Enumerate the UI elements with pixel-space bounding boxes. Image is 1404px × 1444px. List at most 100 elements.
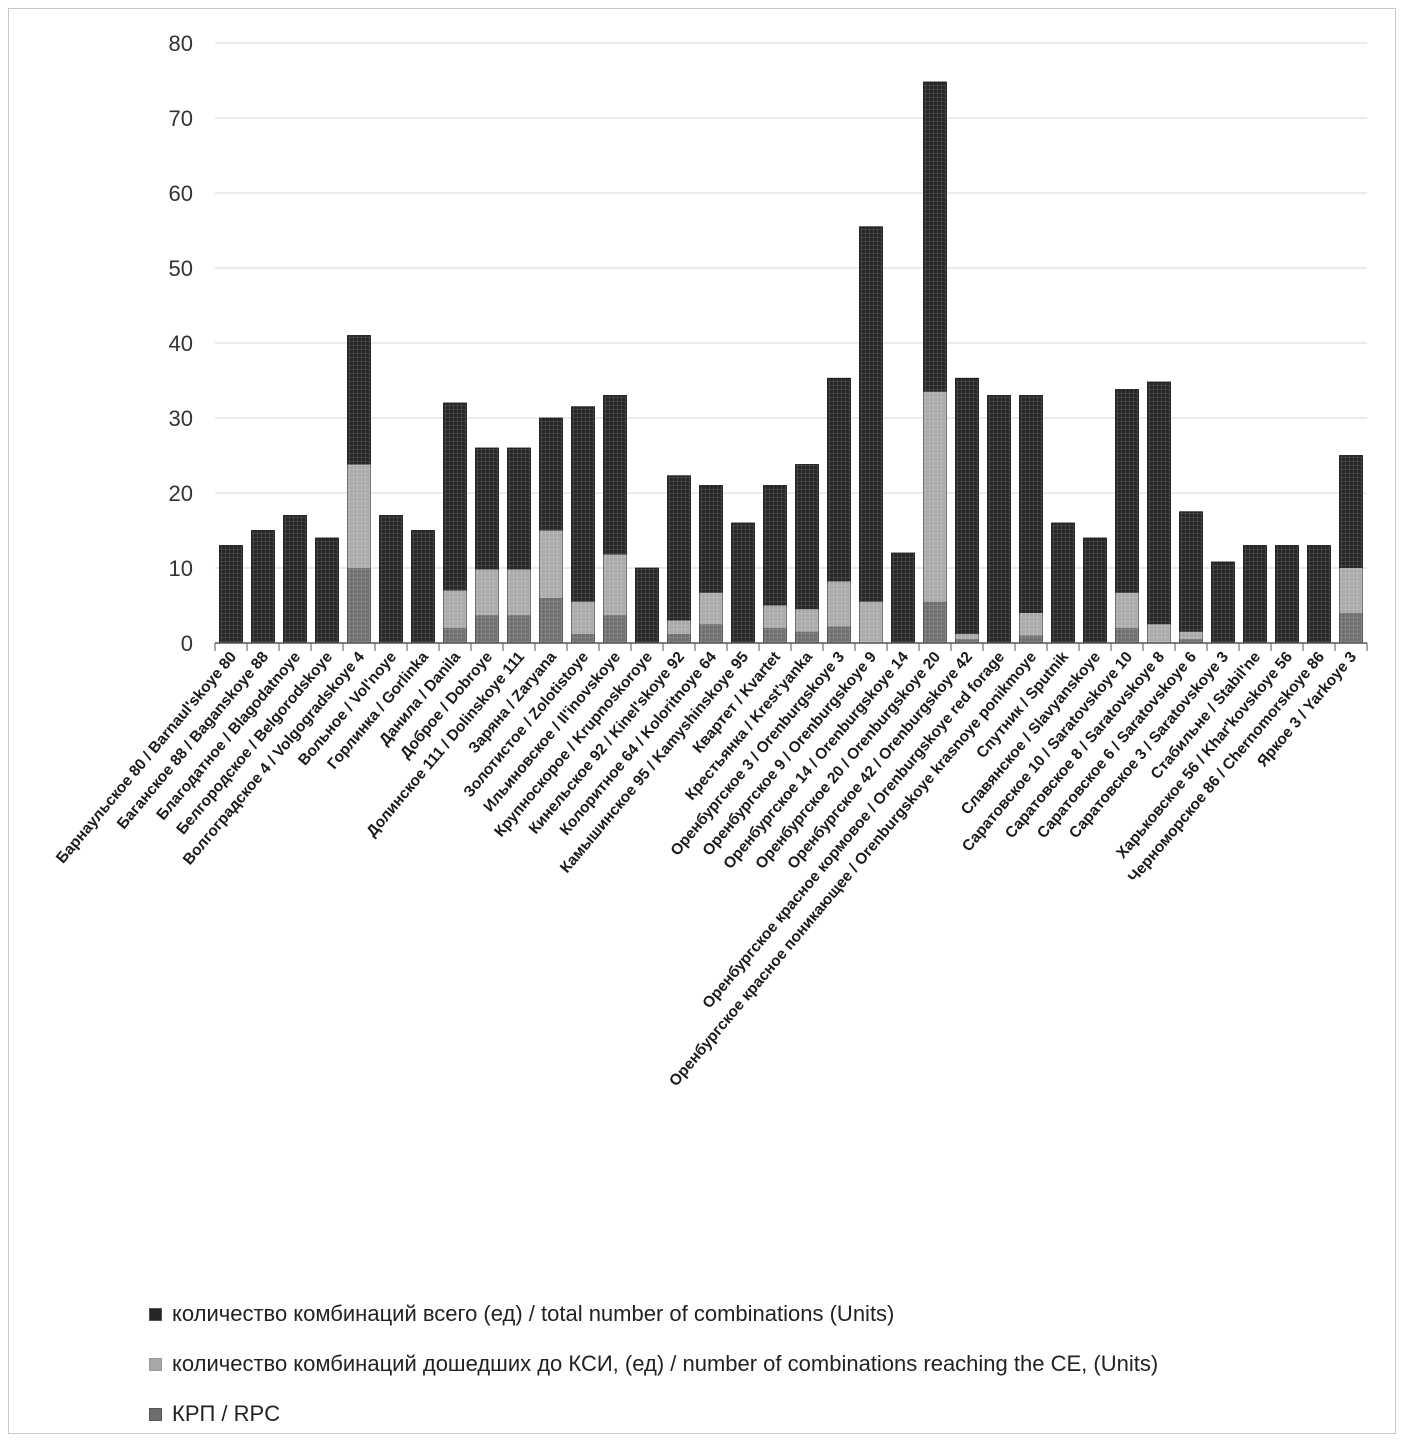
bar-group-27 — [1083, 537, 1107, 644]
bar-s0-20 — [859, 226, 883, 644]
legend-swatch-ce — [149, 1357, 162, 1371]
bar-s0-13 — [635, 567, 659, 644]
bar-s2-30 — [1179, 639, 1203, 643]
bar-group-11 — [571, 406, 595, 644]
y-tick-label-20: 20 — [169, 481, 193, 506]
bar-group-1 — [251, 530, 275, 644]
bar-s1-30 — [1179, 631, 1203, 643]
bar-group-3 — [315, 537, 339, 644]
y-tick-label-50: 50 — [169, 256, 193, 281]
bar-s2-11 — [571, 634, 595, 643]
x-axis-labels: Барнаульское 80 / Barnaul'skoye 80Баганс… — [53, 648, 1360, 1089]
bar-s0-23 — [955, 377, 979, 644]
bar-s0-27 — [1083, 537, 1107, 644]
bar-s0-32 — [1243, 545, 1267, 644]
y-tick-label-30: 30 — [169, 406, 193, 431]
bar-group-7 — [443, 402, 467, 644]
bar-s0-21 — [891, 552, 915, 644]
legend-swatch-total — [149, 1307, 162, 1321]
bar-s0-0 — [219, 545, 243, 644]
bar-s0-6 — [411, 530, 435, 644]
stacked-bar-chart: 0 10 20 30 40 50 60 70 80 Барнаульское 80 / Barn… — [53, 31, 1368, 1090]
bar-group-0 — [219, 545, 243, 644]
legend: количество комбинаций всего (ед) / total… — [149, 1289, 1158, 1439]
y-axis-ticks: 0 10 20 30 40 50 60 70 80 — [169, 31, 193, 656]
bar-group-6 — [411, 530, 435, 644]
bars — [219, 81, 1363, 644]
chart-frame: 0 10 20 30 40 50 60 70 80 Барнаульское 80 / Barn… — [8, 8, 1396, 1434]
y-tick-label-80: 80 — [169, 31, 193, 56]
bar-s2-17 — [763, 628, 787, 643]
bar-s2-23 — [955, 639, 979, 643]
bar-s0-26 — [1051, 522, 1075, 644]
bar-s2-28 — [1115, 628, 1139, 643]
bar-group-20 — [859, 226, 883, 644]
bar-group-12 — [603, 395, 627, 644]
bar-s2-15 — [699, 624, 723, 643]
bar-s0-31 — [1211, 561, 1235, 644]
legend-label-ce: количество комбинаций дошедших до КСИ, (… — [172, 1351, 1159, 1376]
bar-s0-2 — [283, 515, 307, 644]
bar-group-26 — [1051, 522, 1075, 644]
bar-s0-1 — [251, 530, 275, 644]
bar-group-13 — [635, 567, 659, 644]
bar-s0-25 — [1019, 395, 1043, 644]
bar-group-14 — [667, 475, 691, 644]
bar-group-25 — [1019, 395, 1043, 644]
bar-s0-14 — [667, 475, 691, 644]
bar-group-28 — [1115, 389, 1139, 644]
bar-group-5 — [379, 515, 403, 644]
bar-group-21 — [891, 552, 915, 644]
bar-group-23 — [955, 377, 979, 644]
bar-s1-22 — [923, 391, 947, 643]
bar-s0-5 — [379, 515, 403, 644]
bar-s2-14 — [667, 634, 691, 643]
bar-group-31 — [1211, 561, 1235, 644]
bar-s0-16 — [731, 522, 755, 644]
legend-item-total: количество комбинаций всего (ед) / total… — [149, 1289, 1158, 1339]
bar-group-4 — [347, 335, 371, 644]
bar-group-15 — [699, 485, 723, 644]
bar-group-10 — [539, 417, 563, 644]
bar-group-33 — [1275, 545, 1299, 644]
y-tick-label-60: 60 — [169, 181, 193, 206]
bar-s2-7 — [443, 628, 467, 643]
bar-s0-34 — [1307, 545, 1331, 644]
bar-s0-24 — [987, 395, 1011, 644]
legend-swatch-rpc — [149, 1407, 162, 1421]
bar-group-32 — [1243, 545, 1267, 644]
bar-s2-4 — [347, 568, 371, 643]
bar-group-17 — [763, 485, 787, 644]
bar-s1-29 — [1147, 624, 1171, 643]
bar-s0-33 — [1275, 545, 1299, 644]
bar-s1-23 — [955, 634, 979, 643]
bar-s2-12 — [603, 615, 627, 643]
gridlines — [215, 42, 1367, 569]
bar-s2-19 — [827, 626, 851, 643]
bar-s0-3 — [315, 537, 339, 644]
bar-group-29 — [1147, 381, 1171, 644]
y-tick-label-70: 70 — [169, 106, 193, 131]
bar-s2-25 — [1019, 635, 1043, 643]
y-tick-label-10: 10 — [169, 556, 193, 581]
bar-group-8 — [475, 447, 499, 644]
bar-group-19 — [827, 377, 851, 644]
y-tick-label-40: 40 — [169, 331, 193, 356]
bar-group-34 — [1307, 545, 1331, 644]
bar-group-18 — [795, 464, 819, 644]
bar-group-16 — [731, 522, 755, 644]
y-tick-label-0: 0 — [181, 631, 193, 656]
bar-group-35 — [1339, 455, 1363, 644]
bar-s2-35 — [1339, 613, 1363, 643]
bar-s0-29 — [1147, 381, 1171, 644]
bar-s2-18 — [795, 631, 819, 643]
bar-group-30 — [1179, 511, 1203, 644]
bar-group-2 — [283, 515, 307, 644]
x-axis — [214, 642, 1368, 651]
bar-group-24 — [987, 395, 1011, 644]
bar-s2-8 — [475, 615, 499, 643]
bar-s1-11 — [571, 601, 595, 643]
bar-s0-30 — [1179, 511, 1203, 644]
bar-s1-20 — [859, 601, 883, 643]
legend-item-ce: количество комбинаций дошедших до КСИ, (… — [149, 1339, 1158, 1389]
